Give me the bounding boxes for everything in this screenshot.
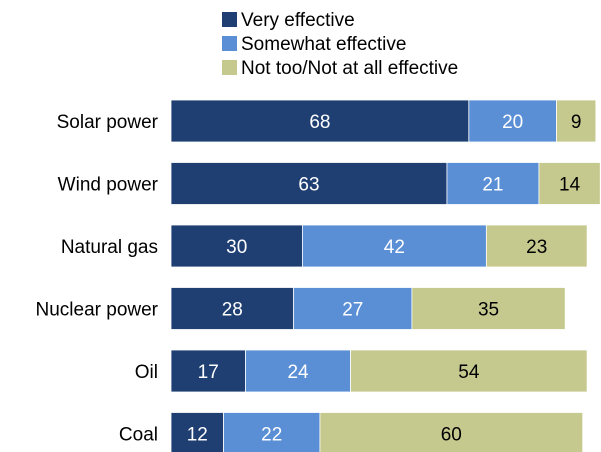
value-label-natural-gas-very-effective: 30 — [226, 237, 247, 258]
value-label-nuclear-power-very-effective: 28 — [222, 300, 243, 321]
bar-solar-power-not-too-not-at-all-effective — [556, 99, 597, 143]
bar-coal-not-too-not-at-all-effective — [319, 412, 584, 452]
category-label-wind-power: Wind power — [58, 175, 159, 196]
bar-wind-power-very-effective — [170, 162, 448, 205]
value-label-solar-power-very-effective: 68 — [309, 112, 330, 133]
bar-solar-power-very-effective — [170, 99, 470, 143]
value-label-natural-gas-somewhat-effective: 42 — [384, 237, 405, 258]
legend-label-not-too-not-at-all-effective: Not too/Not at all effective — [241, 58, 458, 79]
category-label-nuclear-power: Nuclear power — [36, 300, 159, 321]
value-label-solar-power-not-too-not-at-all-effective: 9 — [571, 112, 582, 133]
bar-nuclear-power-very-effective — [170, 287, 295, 330]
value-label-coal-somewhat-effective: 22 — [261, 425, 282, 446]
value-label-coal-not-too-not-at-all-effective: 60 — [441, 425, 462, 446]
bar-wind-power-not-too-not-at-all-effective — [538, 162, 601, 205]
bar-solar-power-somewhat-effective — [468, 99, 557, 143]
bar-natural-gas-not-too-not-at-all-effective — [485, 224, 588, 268]
value-label-oil-very-effective: 17 — [198, 362, 219, 383]
bar-oil-very-effective — [170, 349, 246, 393]
legend-swatch-very-effective — [222, 12, 237, 27]
bar-coal-very-effective — [170, 412, 224, 452]
legend: Very effective Somewhat effective Not too/… — [222, 10, 458, 79]
value-label-solar-power-somewhat-effective: 20 — [502, 112, 523, 133]
value-label-nuclear-power-somewhat-effective: 27 — [342, 300, 363, 321]
legend-label-very-effective: Very effective — [241, 10, 355, 31]
category-label-solar-power: Solar power — [57, 112, 159, 133]
value-label-wind-power-very-effective: 63 — [298, 175, 319, 196]
bar-wind-power-somewhat-effective — [446, 162, 540, 205]
value-label-coal-very-effective: 12 — [187, 425, 208, 446]
value-label-wind-power-somewhat-effective: 21 — [482, 175, 503, 196]
legend-swatch-somewhat-effective — [222, 36, 237, 51]
category-label-coal: Coal — [119, 425, 158, 446]
value-label-oil-not-too-not-at-all-effective: 54 — [458, 362, 480, 383]
value-label-natural-gas-not-too-not-at-all-effective: 23 — [526, 237, 547, 258]
value-label-wind-power-not-too-not-at-all-effective: 14 — [559, 175, 581, 196]
legend-swatch-not-too-not-at-all-effective — [222, 60, 237, 75]
value-label-oil-somewhat-effective: 24 — [287, 362, 309, 383]
bar-natural-gas-very-effective — [170, 224, 303, 268]
value-label-nuclear-power-not-too-not-at-all-effective: 35 — [478, 300, 499, 321]
category-label-natural-gas: Natural gas — [61, 237, 158, 258]
bar-natural-gas-somewhat-effective — [301, 224, 487, 268]
bar-oil-somewhat-effective — [245, 349, 351, 393]
bars: Solar power 68 20 9 Wind power 63 21 14 Natural … — [36, 99, 601, 452]
bar-oil-not-too-not-at-all-effective — [350, 349, 588, 393]
legend-label-somewhat-effective: Somewhat effective — [241, 34, 406, 55]
bar-nuclear-power-not-too-not-at-all-effective — [411, 287, 566, 330]
category-label-oil: Oil — [135, 362, 158, 383]
